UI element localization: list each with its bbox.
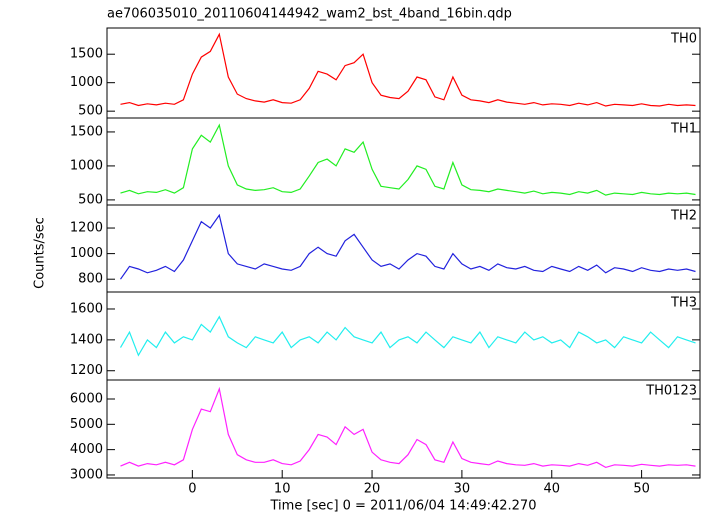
x-axis-label: Time [sec] 0 = 2011/06/04 14:49:42.270 (270, 499, 537, 514)
y-tick-label: 3000 (70, 467, 103, 482)
panel-label: TH2 (670, 209, 697, 224)
x-tick-label: 50 (633, 482, 650, 497)
y-tick-label: 1200 (70, 363, 103, 378)
y-tick-label: 1200 (70, 221, 103, 236)
light-curve (120, 386, 696, 469)
y-axis-label: Counts/sec (33, 217, 48, 289)
panel-frame (106, 117, 701, 206)
y-tick-label: 1000 (70, 246, 103, 261)
panel-label: TH0 (670, 32, 697, 47)
y-tick-label: 1500 (70, 47, 103, 62)
y-tick-label: 1500 (70, 124, 103, 139)
y-tick-label: 500 (78, 192, 103, 207)
panel-frame (106, 291, 701, 381)
panel-label: TH0123 (645, 384, 697, 399)
panel-label: TH1 (670, 122, 697, 137)
y-tick-label: 5000 (70, 417, 103, 432)
light-curve (120, 123, 696, 196)
x-tick-label: 0 (188, 482, 196, 497)
panel-frame (106, 204, 701, 293)
light-curve (120, 32, 696, 107)
x-tick-label: 20 (364, 482, 381, 497)
y-tick-label: 800 (78, 272, 103, 287)
chart-title: ae706035010_20110604144942_wam2_bst_4ban… (107, 7, 512, 22)
y-tick-label: 1000 (70, 158, 103, 173)
light-curve (120, 213, 696, 280)
y-tick-label: 1000 (70, 75, 103, 90)
x-tick-label: 10 (274, 482, 291, 497)
y-tick-label: 1600 (70, 301, 103, 316)
panel-frame (106, 379, 701, 479)
y-tick-label: 500 (78, 104, 103, 119)
panel-label: TH3 (670, 296, 697, 311)
x-tick-label: 30 (454, 482, 471, 497)
x-tick-label: 40 (543, 482, 560, 497)
light-curve (119, 315, 696, 357)
y-tick-label: 4000 (70, 442, 103, 457)
y-tick-label: 6000 (70, 391, 103, 406)
y-tick-label: 1400 (70, 332, 103, 347)
